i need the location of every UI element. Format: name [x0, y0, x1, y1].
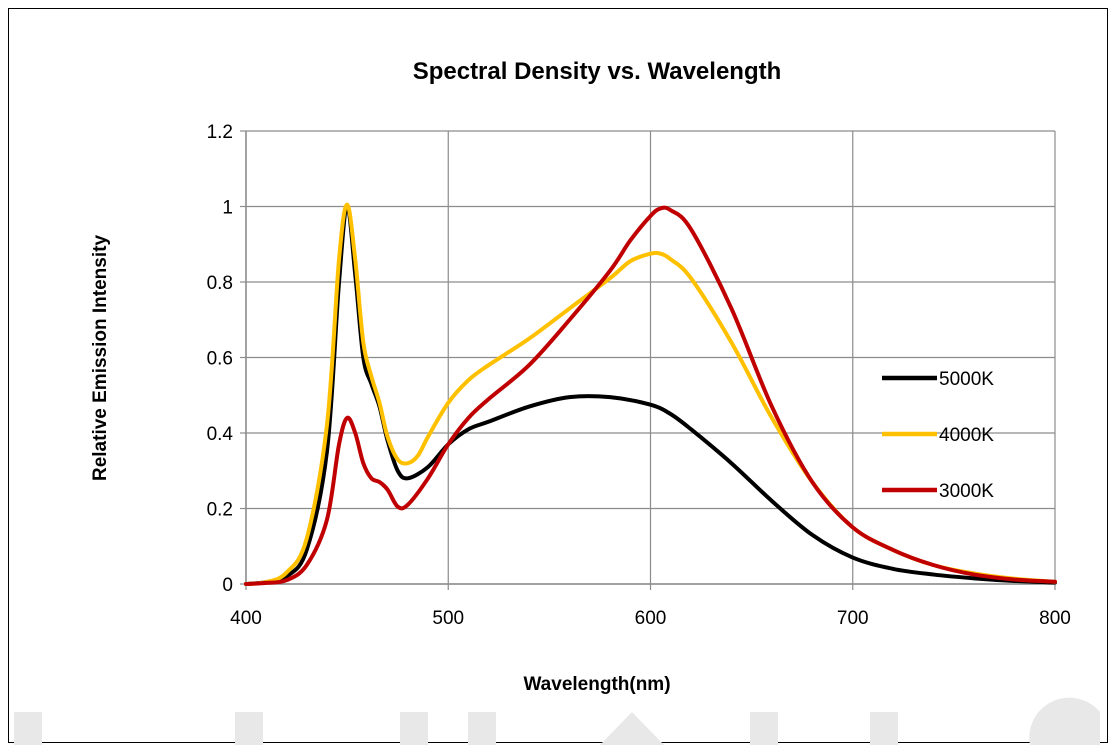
series-line-3000k — [244, 205, 1057, 586]
x-tick-label: 700 — [837, 608, 869, 629]
y-tick-label: 0.6 — [207, 349, 233, 370]
y-tick-label: 0.2 — [207, 500, 233, 521]
x-tick-label: 500 — [432, 608, 464, 629]
legend-label-5000k: 5000K — [939, 369, 994, 390]
bottom-watermark — [14, 697, 1100, 745]
x-axis-title: Wavelength(nm) — [523, 674, 670, 695]
x-tick-label: 400 — [230, 608, 262, 629]
y-tick-label: 1.2 — [207, 122, 233, 143]
grid — [240, 130, 1056, 590]
legend: 5000K 4000K 3000K — [882, 369, 994, 502]
x-tick-label: 600 — [635, 608, 667, 629]
series-lines — [244, 202, 1057, 586]
chart-title: Spectral Density vs. Wavelength — [413, 58, 782, 85]
y-tick-label: 0.4 — [207, 424, 234, 445]
tick-labels: 0 0.2 0.4 0.6 0.8 1 1.2 400 500 600 700 800 — [207, 122, 1071, 629]
legend-label-4000k: 4000K — [939, 425, 994, 446]
y-tick-label: 0 — [222, 575, 233, 596]
y-tick-label: 0.8 — [207, 273, 233, 294]
legend-label-3000k: 3000K — [939, 481, 994, 502]
y-axis-title: Relative Emission Intensity — [90, 235, 111, 481]
x-tick-label: 800 — [1039, 608, 1071, 629]
y-tick-label: 1 — [222, 198, 233, 219]
